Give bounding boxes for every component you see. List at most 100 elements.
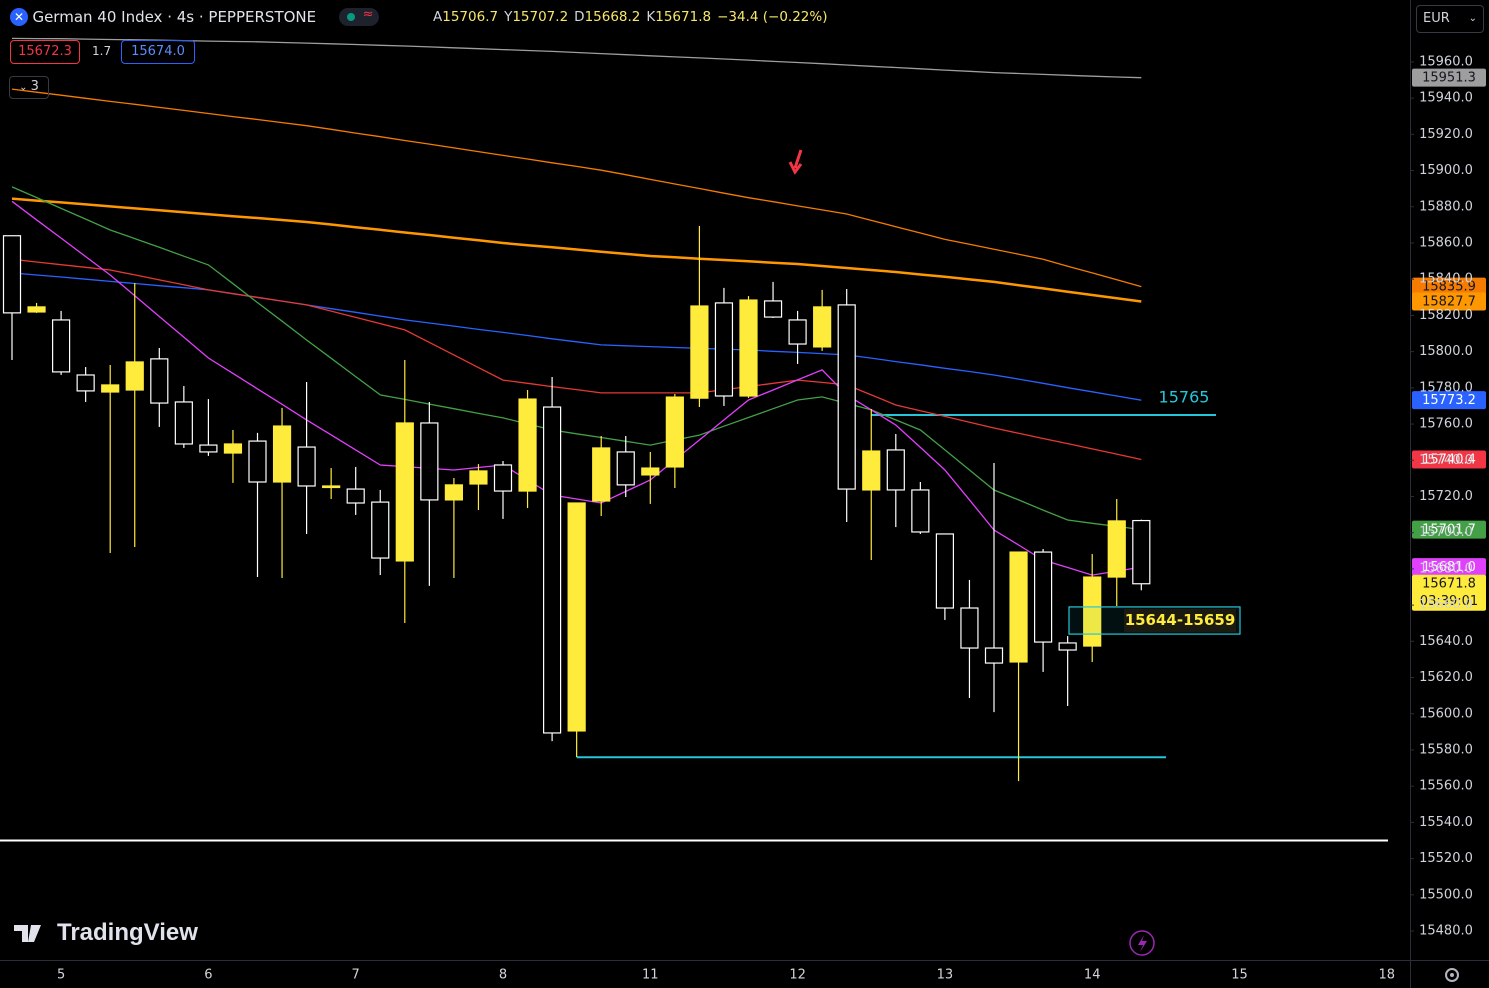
candle-body	[714, 302, 734, 397]
candle-body	[960, 607, 979, 649]
buy-button[interactable]: 15674.0	[121, 40, 195, 64]
price-badge	[1412, 68, 1486, 87]
y-tick-label: 15620.0	[1419, 670, 1473, 685]
moving-average-line	[11, 272, 1142, 401]
indicator-toggle[interactable]: ⌄ 3	[9, 76, 49, 99]
candle-body	[27, 306, 46, 313]
overlay: 15644-1565915951.315835.915827.715773.21…	[1068, 68, 1486, 635]
arrow-annotation	[788, 149, 803, 175]
ohlc-change: −34.4 (−0.22%)	[717, 9, 828, 25]
ohlc-key: A	[433, 9, 443, 25]
price-badge-label: 15773.2	[1422, 393, 1476, 408]
price-badge	[1412, 450, 1486, 469]
ohlc-value: 15707.2	[512, 9, 569, 25]
y-tick-label: 15520.0	[1419, 851, 1473, 866]
price-badge-label: 15671.8	[1422, 577, 1476, 592]
candle-body	[420, 422, 439, 501]
candle-body	[469, 470, 488, 485]
y-tick-label: 15880.0	[1419, 199, 1473, 214]
currency-label: EUR	[1423, 11, 1450, 26]
candle-body	[788, 319, 807, 345]
y-tick-label: 15540.0	[1419, 815, 1473, 830]
price-badge-label: 15827.7	[1422, 294, 1476, 309]
moving-average-line	[11, 200, 1142, 576]
countdown-label: 03:39:01	[1420, 594, 1478, 609]
candle-body	[150, 358, 169, 404]
moving-average-line	[11, 258, 1142, 461]
market-status-dot	[346, 13, 355, 21]
candle-body	[739, 299, 758, 397]
candle-body	[493, 464, 513, 492]
candle-body	[984, 647, 1004, 664]
settings-button[interactable]	[1445, 968, 1459, 982]
x-tick-label: 6	[204, 968, 212, 983]
candle-body	[1009, 551, 1028, 663]
candle-body	[542, 406, 562, 734]
y-tick-label: 15920.0	[1419, 127, 1473, 142]
x-tick-label: 11	[642, 968, 659, 983]
candle-body	[911, 489, 930, 533]
y-tick-label: 15640.0	[1419, 634, 1473, 649]
y-tick-label: 15660.0	[1419, 598, 1473, 613]
price-badge	[1412, 520, 1486, 539]
y-tick-label: 15860.0	[1419, 235, 1473, 250]
moving-average-line	[11, 37, 1142, 79]
y-tick-label: 15820.0	[1419, 308, 1473, 323]
candle-body	[690, 305, 709, 399]
candle-body	[1083, 576, 1102, 647]
currency-select[interactable]: EUR ⌄	[1416, 5, 1484, 33]
candle-body	[444, 484, 463, 501]
y-tick-label: 15780.0	[1419, 380, 1473, 395]
sell-button[interactable]: 15672.3	[10, 40, 80, 64]
candle-body	[223, 443, 243, 454]
ohlc-value: 15706.7	[442, 9, 499, 25]
lightning-button[interactable]	[1129, 930, 1155, 956]
moving-average-line	[11, 197, 1142, 303]
candle-body	[371, 501, 390, 559]
candle-body	[862, 450, 881, 491]
y-tick-label: 15760.0	[1419, 417, 1473, 432]
price-badge-label: 15835.9	[1422, 280, 1476, 295]
y-tick-label: 15560.0	[1419, 779, 1473, 794]
x-tick-label: 12	[789, 968, 806, 983]
candle-body	[199, 444, 218, 453]
price-badge-label: 15701.7	[1422, 523, 1476, 538]
candle-body	[813, 306, 832, 348]
candle-body	[2, 235, 22, 314]
price-badge-label: 15951.3	[1422, 71, 1476, 86]
x-tick-label: 7	[352, 968, 360, 983]
x-tick-label: 13	[937, 968, 954, 983]
lightning-icon	[1138, 935, 1147, 952]
y-tick-label: 15900.0	[1419, 163, 1473, 178]
indicator-count: 3	[30, 79, 39, 94]
x-tick-label: 8	[499, 968, 507, 983]
price-badge-label: 15681.0	[1422, 560, 1476, 575]
candle-body	[272, 425, 292, 483]
symbol-title[interactable]: German 40 Index · 4s · PEPPERSTONE	[32, 8, 317, 26]
y-tick-label: 15740.0	[1419, 453, 1473, 468]
status-pill[interactable]: ≈	[338, 7, 379, 26]
symbol-icon: ✕	[10, 8, 28, 26]
y-tick-label: 15840.0	[1419, 272, 1473, 287]
y-tick-label: 15500.0	[1419, 887, 1473, 902]
candle-body	[616, 451, 635, 486]
x-tick-label: 14	[1084, 968, 1101, 983]
ohlc-key: Y	[504, 9, 513, 25]
level-label: 15765	[1159, 387, 1210, 406]
candle-body	[76, 374, 95, 392]
candle-body	[641, 467, 660, 476]
moving-average-line	[11, 88, 1142, 288]
data-status-icon: ≈	[362, 7, 374, 22]
y-tick-label: 15680.0	[1419, 561, 1473, 576]
y-tick-label: 15940.0	[1419, 91, 1473, 106]
y-tick-label: 15580.0	[1419, 742, 1473, 757]
ohlc-legend: A15706.7 Y15707.2 D15668.2 K15671.8 −34.4 (−…	[433, 9, 827, 25]
candle-body	[1033, 551, 1053, 643]
candle-body	[837, 304, 856, 490]
y-tick-label: 15720.0	[1419, 489, 1473, 504]
candle-body	[297, 446, 316, 487]
ohlc-value: 15668.2	[584, 9, 641, 25]
candle-body	[125, 361, 144, 391]
